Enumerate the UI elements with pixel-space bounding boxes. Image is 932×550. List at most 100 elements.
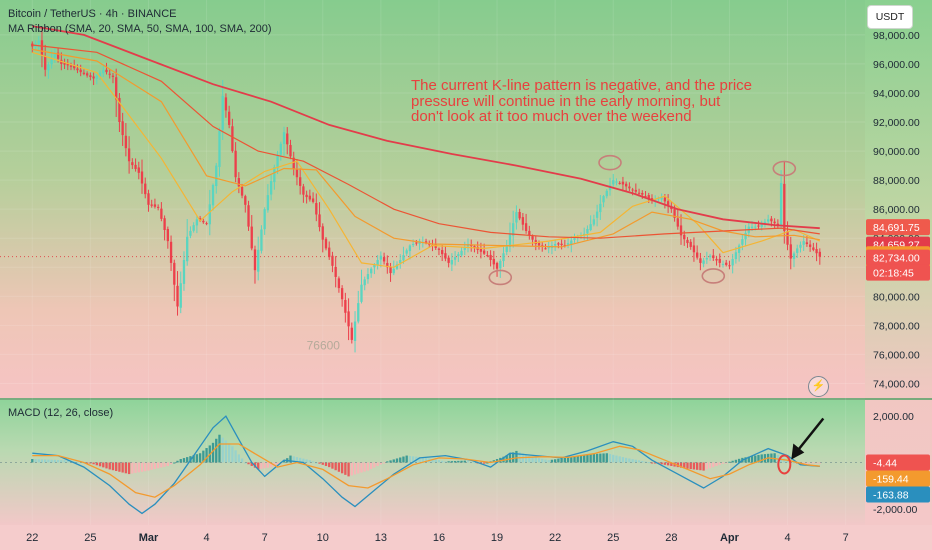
candle-body: [531, 236, 534, 240]
macd-label-box: [866, 454, 930, 471]
macd-histogram-bar: [257, 462, 260, 470]
candle-body: [528, 230, 531, 236]
macd-histogram-bar: [92, 462, 95, 465]
macd-histogram-bar: [760, 454, 763, 463]
lightning-icon[interactable]: ⚡: [808, 376, 829, 397]
candle-body: [728, 265, 731, 267]
candle-body: [115, 77, 118, 100]
macd-histogram-bar: [353, 462, 357, 475]
macd-histogram-bar: [379, 462, 383, 465]
macd-histogram-bar: [98, 462, 102, 467]
candle-body: [515, 212, 518, 223]
macd-histogram-bar: [563, 457, 566, 463]
candle-body: [44, 56, 47, 70]
macd-histogram-bar: [147, 462, 150, 471]
macd-histogram-bar: [186, 457, 189, 463]
macd-histogram-bar: [299, 457, 302, 463]
macd-histogram-bar: [182, 458, 186, 463]
macd-histogram-bar: [37, 459, 40, 463]
candle-body: [553, 244, 557, 246]
candle-body: [111, 75, 115, 77]
price-pane[interactable]: [0, 0, 865, 398]
macd-histogram-bar: [686, 462, 689, 469]
candle-body: [621, 181, 625, 185]
macd-histogram-bar: [370, 462, 373, 470]
candle-body: [215, 165, 218, 187]
candle-body: [592, 219, 596, 225]
sma-line: [32, 25, 820, 230]
candle-body: [315, 203, 318, 215]
candle-body: [450, 260, 454, 265]
candle-body: [295, 168, 299, 178]
macd-histogram-bar: [153, 462, 157, 470]
macd-histogram-bar: [431, 459, 434, 463]
candle-body: [195, 219, 199, 226]
macd-histogram-bar: [395, 458, 399, 463]
candle-body: [463, 247, 466, 250]
candle-body: [237, 178, 241, 187]
candle-body: [437, 248, 441, 250]
price-label-text: 82,734.00: [873, 253, 920, 265]
candle-body: [328, 247, 331, 258]
ma-ribbon-legend[interactable]: MA Ribbon (SMA, 20, SMA, 50, SMA, 100, S…: [8, 23, 272, 35]
candle-body: [815, 249, 818, 254]
macd-histogram-bar: [240, 458, 244, 463]
candle-body: [634, 189, 638, 192]
candle-body: [176, 285, 179, 307]
macd-histogram-bar: [670, 462, 673, 466]
macd-histogram-bar: [328, 462, 331, 468]
macd-histogram-bar: [224, 440, 228, 463]
macd-histogram-bar: [218, 434, 221, 463]
candle-body: [147, 193, 150, 205]
pattern-circle-marker: [701, 268, 726, 284]
price-tick-label: 80,000.00: [873, 291, 920, 303]
candle-body: [79, 69, 82, 73]
candle-body: [150, 204, 153, 206]
macd-histogram-bar: [660, 462, 663, 465]
price-tick-label: 90,000.00: [873, 146, 920, 158]
candle-body: [37, 40, 40, 44]
macd-histogram-bar: [595, 453, 599, 463]
time-axis[interactable]: [0, 525, 932, 550]
candle-body: [408, 245, 412, 252]
macd-legend[interactable]: MACD (12, 26, close): [8, 407, 114, 419]
candle-body: [628, 186, 631, 189]
candle-body: [240, 186, 244, 196]
pane-divider[interactable]: [0, 398, 932, 400]
candle-body: [447, 257, 450, 263]
symbol-legend[interactable]: Bitcoin / TetherUS · 4h · BINANCE: [8, 8, 177, 20]
currency-button[interactable]: USDT: [867, 5, 913, 29]
macd-histogram-bar: [227, 443, 231, 463]
candle-body: [179, 283, 182, 308]
macd-histogram-bar: [579, 455, 583, 463]
time-tick-label: 4: [784, 532, 790, 544]
macd-histogram-bar: [95, 462, 98, 466]
macd-histogram-bar: [266, 462, 270, 468]
candle-body: [350, 327, 353, 340]
candle-body: [708, 255, 712, 258]
candle-body: [624, 183, 628, 187]
macd-histogram-bar: [737, 458, 741, 463]
candle-body: [386, 262, 389, 268]
price-label-box: [866, 249, 930, 266]
macd-histogram-bar: [437, 460, 441, 463]
macd-histogram-bar: [260, 462, 263, 469]
macd-histogram-bar: [589, 454, 592, 463]
candle-body: [779, 183, 783, 225]
price-label-text: 84,691.75: [873, 222, 920, 234]
candle-body: [502, 253, 505, 262]
macd-histogram-bar: [166, 462, 169, 466]
macd-histogram-bar: [512, 452, 515, 463]
candle-body: [799, 244, 802, 248]
macd-histogram-bar: [108, 462, 111, 470]
macd-histogram-bar: [628, 458, 631, 463]
macd-histogram-bar: [757, 454, 760, 463]
candle-body: [731, 259, 734, 266]
macd-histogram-bar: [215, 438, 218, 463]
macd-histogram-bar: [221, 437, 224, 463]
macd-histogram-bar: [666, 462, 670, 466]
macd-histogram-bar: [802, 462, 805, 465]
macd-histogram-bar: [573, 456, 576, 463]
macd-histogram-bar: [295, 457, 299, 463]
